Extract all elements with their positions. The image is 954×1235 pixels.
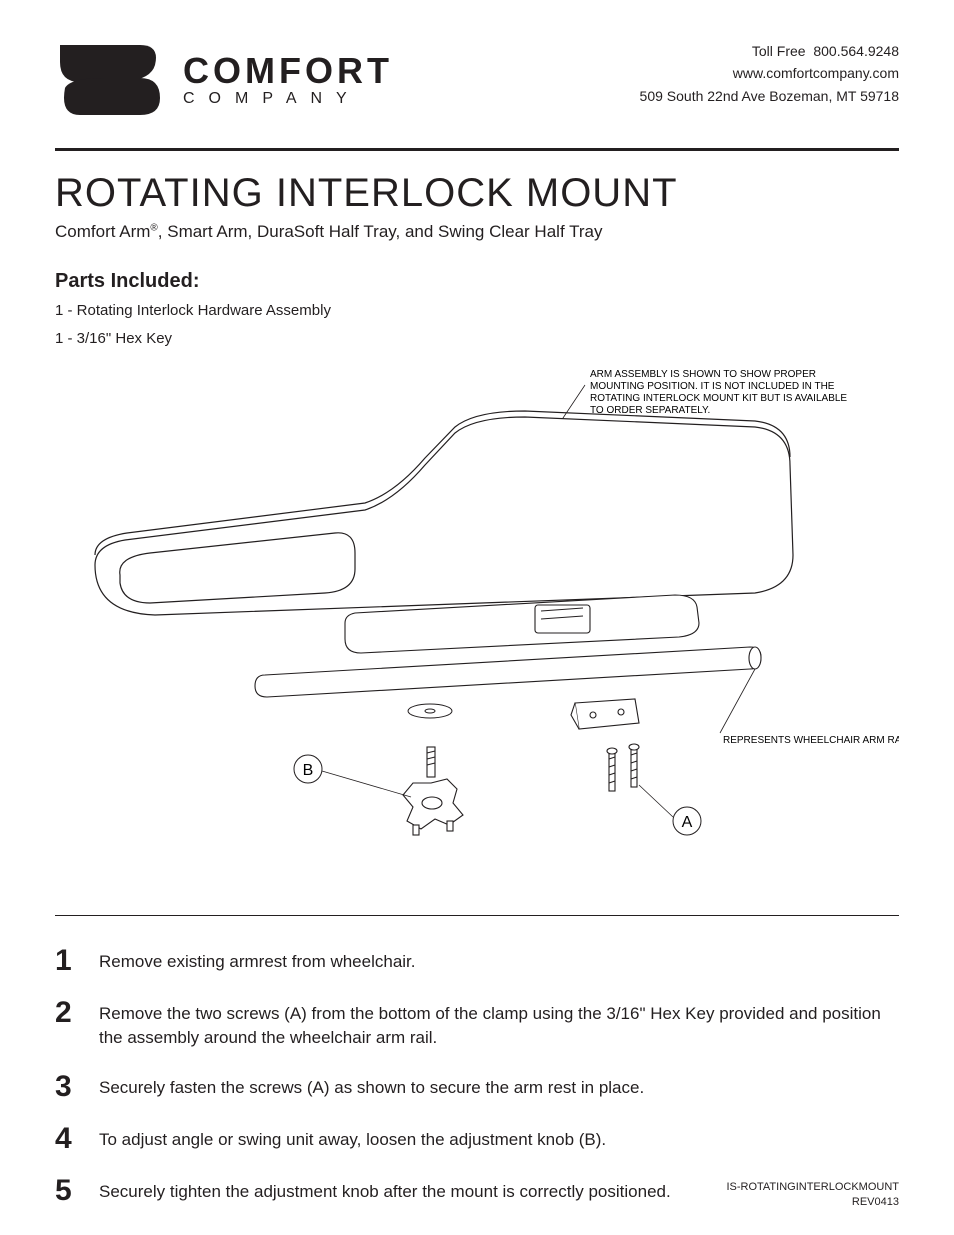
step-4: 4 To adjust angle or swing unit away, lo… (55, 1124, 899, 1154)
step-number: 4 (55, 1124, 81, 1154)
steps-list: 1 Remove existing armrest from wheelchai… (55, 946, 899, 1206)
screws-icon (607, 744, 639, 791)
page-title: ROTATING INTERLOCK MOUNT (55, 171, 899, 216)
page-header: COMFORT COMPANY Toll Free 800.564.9248 w… (55, 40, 899, 120)
label-a: A (639, 785, 701, 835)
callout-note: ARM ASSEMBLY IS SHOWN TO SHOW PROPER MOU… (590, 369, 850, 416)
clamp-block-icon (571, 699, 639, 729)
svg-text:B: B (303, 762, 314, 779)
logo-line2: COMPANY (183, 91, 393, 107)
parts-item-0: 1 - Rotating Interlock Hardware Assembly (55, 299, 899, 323)
logo: COMFORT COMPANY (55, 40, 393, 120)
doc-footer: IS-ROTATINGINTERLOCKMOUNT REV0413 (726, 1180, 899, 1209)
arm-assembly-icon (95, 411, 793, 615)
step-number: 3 (55, 1072, 81, 1102)
step-text: Remove the two screws (A) from the botto… (99, 998, 899, 1050)
divider-top (55, 148, 899, 151)
adjustment-knob-icon (403, 747, 463, 835)
step-2: 2 Remove the two screws (A) from the bot… (55, 998, 899, 1050)
step-text: Securely tighten the adjustment knob aft… (99, 1176, 671, 1204)
washer-icon (408, 704, 452, 718)
divider-mid (55, 915, 899, 916)
logo-text: COMFORT COMPANY (183, 53, 393, 107)
label-b: B (294, 755, 411, 797)
step-1: 1 Remove existing armrest from wheelchai… (55, 946, 899, 976)
logo-mark-icon (55, 40, 165, 120)
doc-rev: REV0413 (726, 1195, 899, 1209)
subtitle: Comfort Arm®, Smart Arm, DuraSoft Half T… (55, 222, 899, 242)
arm-rail-icon (255, 647, 761, 697)
step-number: 5 (55, 1176, 81, 1206)
step-text: Remove existing armrest from wheelchair. (99, 946, 416, 974)
doc-id: IS-ROTATINGINTERLOCKMOUNT (726, 1180, 899, 1194)
step-number: 1 (55, 946, 81, 976)
svg-text:A: A (682, 814, 693, 831)
parts-item-1: 1 - 3/16" Hex Key (55, 327, 899, 351)
contact-website: www.comfortcompany.com (640, 62, 899, 84)
step-text: To adjust angle or swing unit away, loos… (99, 1124, 606, 1152)
callout-rail: REPRESENTS WHEELCHAIR ARM RAIL (723, 735, 899, 746)
logo-line1: COMFORT (183, 53, 393, 89)
contact-phone: Toll Free 800.564.9248 (640, 40, 899, 62)
assembly-diagram: ARM ASSEMBLY IS SHOWN TO SHOW PROPER MOU… (55, 355, 899, 885)
step-number: 2 (55, 998, 81, 1028)
contact-block: Toll Free 800.564.9248 www.comfortcompan… (640, 40, 899, 107)
parts-heading: Parts Included: (55, 270, 899, 293)
step-3: 3 Securely fasten the screws (A) as show… (55, 1072, 899, 1102)
step-text: Securely fasten the screws (A) as shown … (99, 1072, 644, 1100)
contact-address: 509 South 22nd Ave Bozeman, MT 59718 (640, 85, 899, 107)
